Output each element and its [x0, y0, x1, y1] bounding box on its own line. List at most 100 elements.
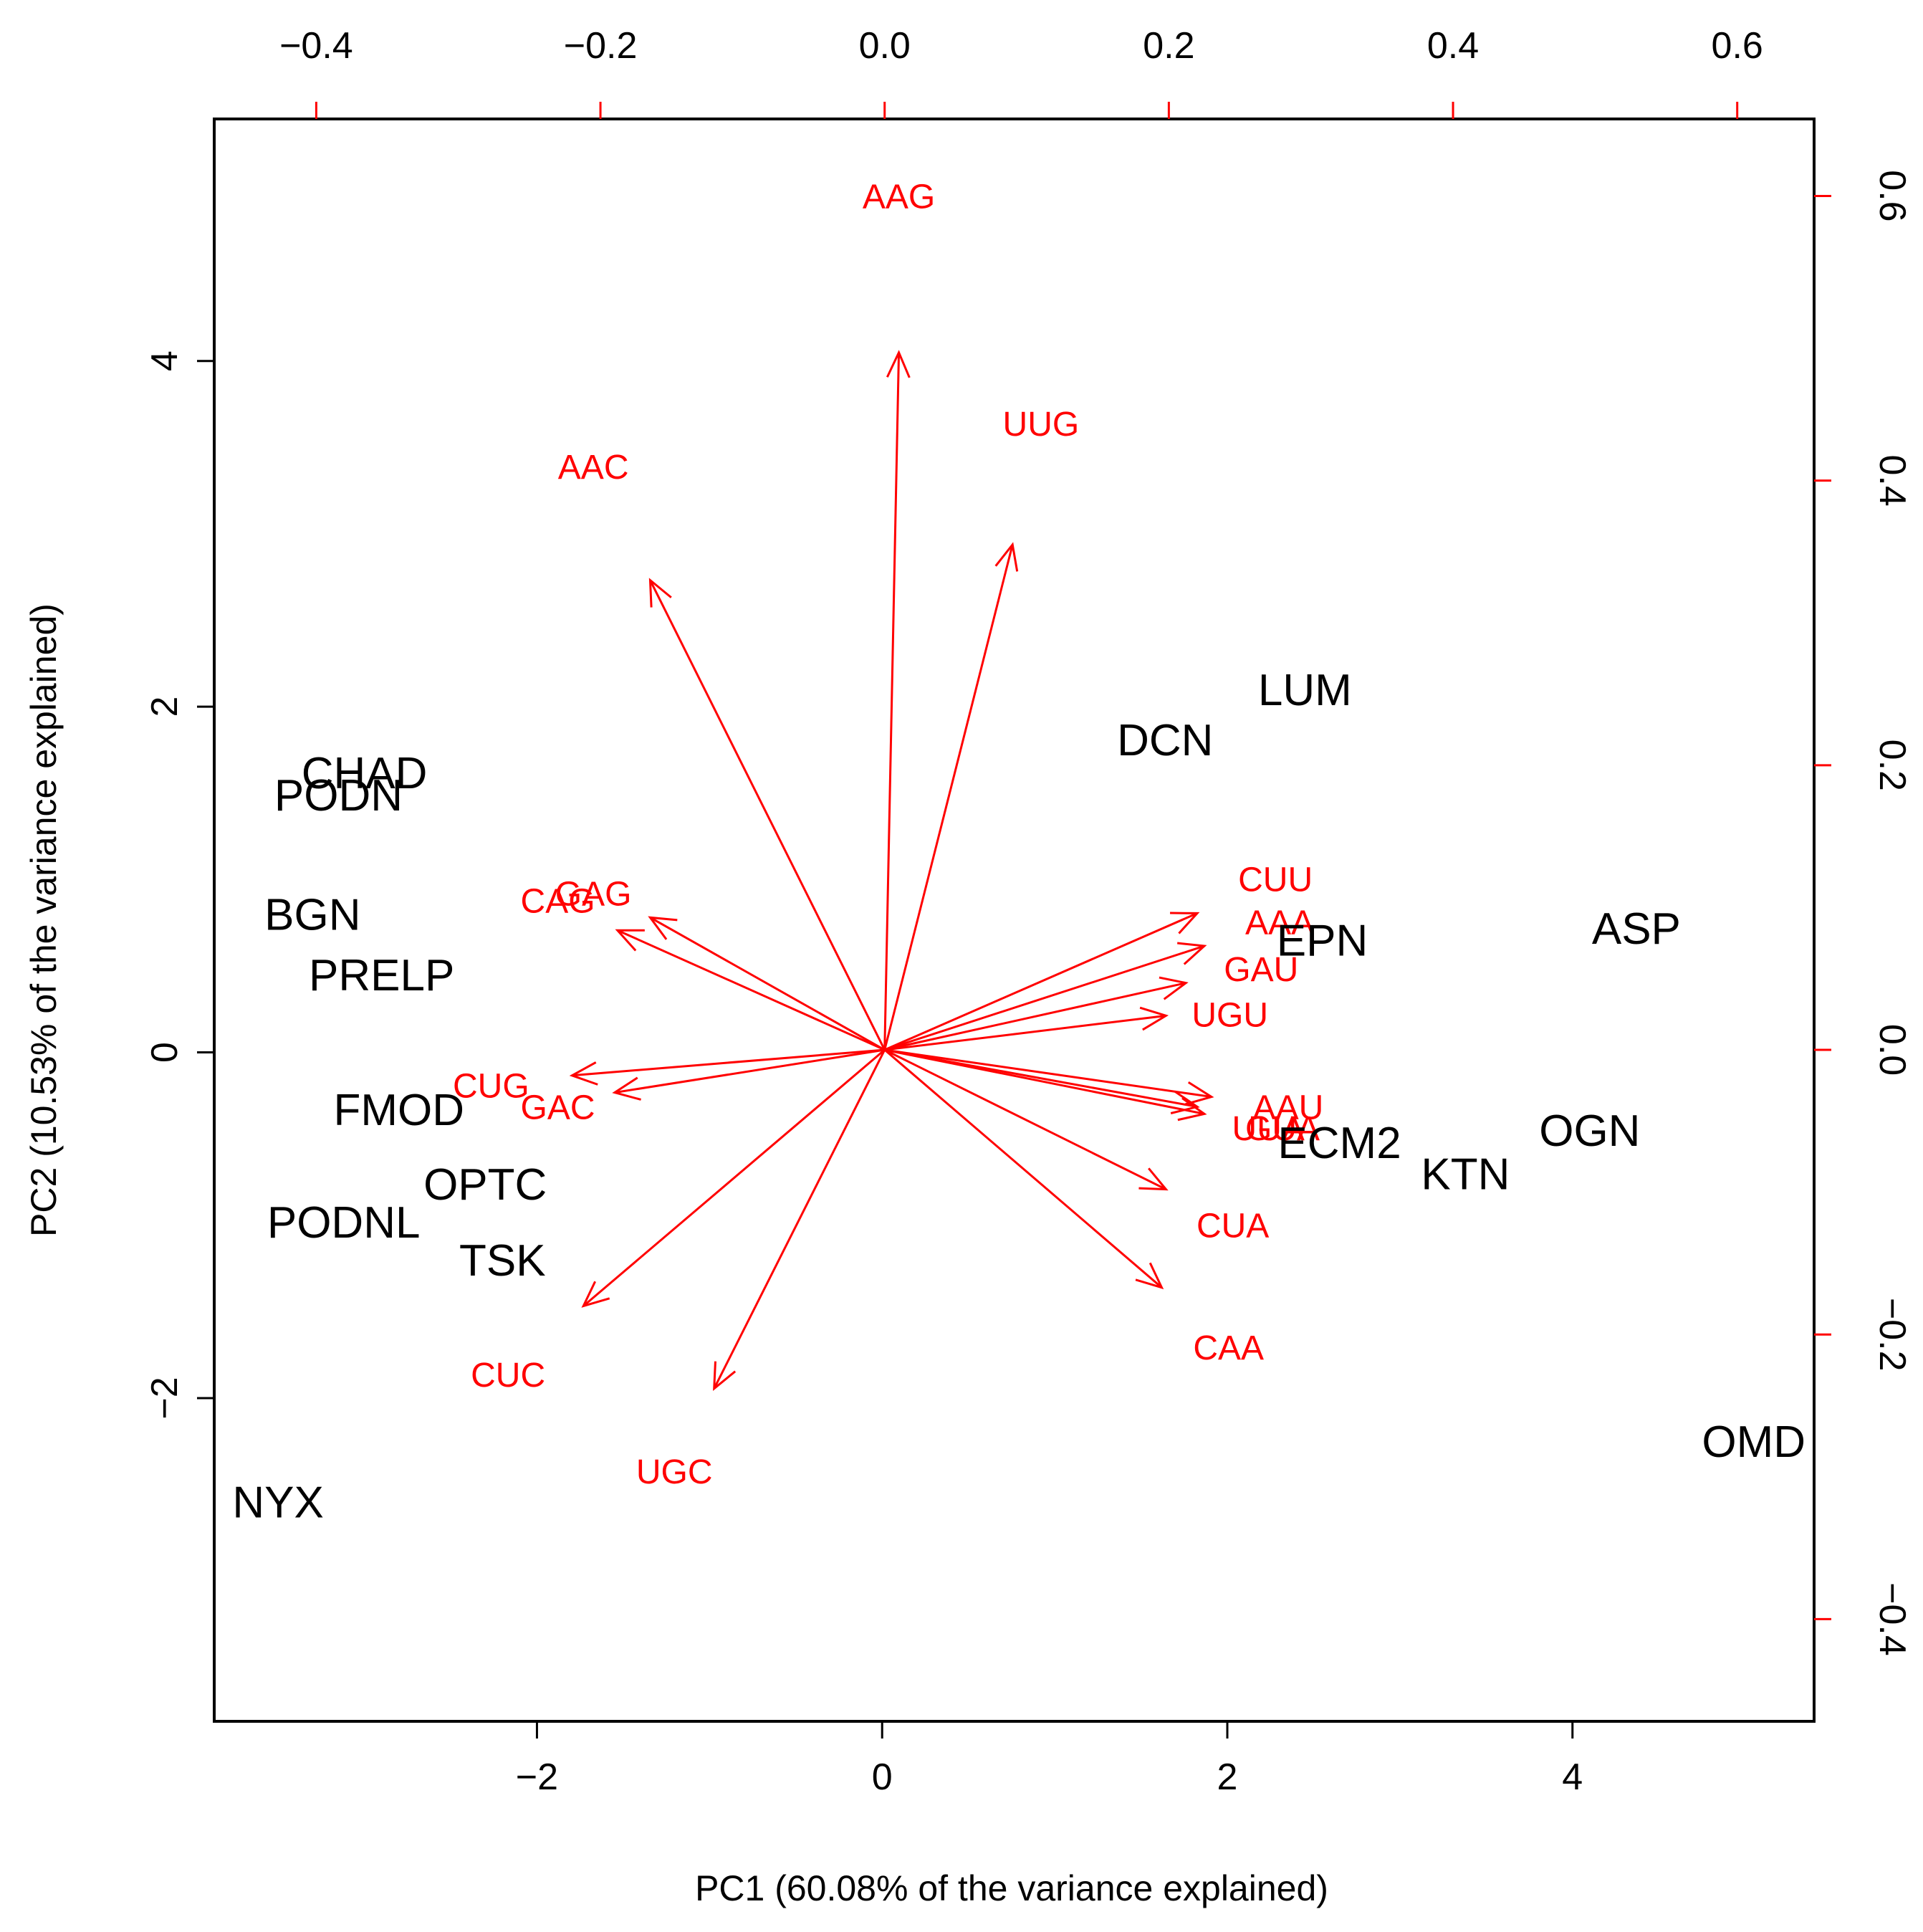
loading-label-aau: AAU: [1253, 1089, 1324, 1127]
loading-arrow-gua: [884, 1048, 1200, 1114]
observation-label-optc: OPTC: [423, 1160, 547, 1210]
loading-arrow-aac: [648, 578, 886, 1051]
observation-label-bgn: BGN: [264, 891, 360, 940]
observation-label-ecm2: ECM2: [1277, 1119, 1401, 1168]
loading-label-cag: CAG: [521, 882, 595, 920]
loading-label-cuc: CUC: [471, 1357, 545, 1395]
loading-label-gag: GAG: [555, 876, 632, 914]
observation-label-chad: CHAD: [302, 749, 428, 798]
arrow-head: [1139, 1006, 1169, 1031]
loading-arrow-ugc: [713, 1049, 886, 1391]
arrow-shaft: [883, 352, 901, 1051]
bottom-tick-label: 0: [872, 1756, 893, 1798]
arrow-head: [1135, 1262, 1164, 1290]
loading-label-gac: GAC: [521, 1089, 595, 1127]
top-tick-label: −0.2: [564, 25, 638, 67]
right-tick-label: 0.2: [1871, 740, 1913, 791]
loading-arrow-uug: [883, 542, 1019, 1051]
arrow-head: [886, 350, 911, 378]
arrow-shaft: [884, 912, 1198, 1051]
right-tick-label: 0.6: [1871, 170, 1913, 221]
arrow-head: [1177, 1097, 1207, 1122]
bottom-tick-label: 2: [1217, 1756, 1238, 1798]
loading-arrow-gag: [648, 916, 886, 1051]
loading-label-gau: GAU: [1224, 951, 1298, 989]
right-tick-label: −0.4: [1871, 1582, 1913, 1656]
arrow-shaft: [884, 1048, 1212, 1099]
loading-arrow-gac: [612, 1048, 885, 1101]
observation-label-tsk: TSK: [459, 1236, 546, 1286]
loading-arrow-cag: [615, 929, 886, 1051]
loading-label-cuu: CUU: [1238, 861, 1313, 899]
arrow-head: [713, 1361, 737, 1391]
observation-label-podnl: PODNL: [267, 1198, 421, 1248]
loading-label-aac: AAC: [558, 449, 629, 487]
observation-label-nyx: NYX: [232, 1478, 323, 1528]
arrow-shaft: [884, 945, 1205, 1051]
loading-label-aag: AAG: [863, 178, 935, 216]
loading-label-uug: UUG: [1003, 406, 1080, 444]
arrow-shaft: [614, 1048, 885, 1094]
axis-ticks: −2 0 2 4 −2 0 2 4 −0.4 −0.2 0.0 0.2 0.4 0.6 −0.4 −0.2 0.…: [144, 25, 1913, 1798]
arrow-head: [1184, 1081, 1214, 1106]
arrow-head: [648, 578, 672, 608]
loading-label-cug: CUG: [453, 1068, 529, 1106]
arrow-shaft: [713, 1049, 886, 1390]
arrow-shaft: [884, 982, 1186, 1051]
loading-arrow-gau: [884, 976, 1189, 1051]
observation-label-fmod: FMOD: [333, 1086, 464, 1135]
observation-label-omd: OMD: [1702, 1417, 1805, 1467]
arrow-head: [581, 1281, 610, 1308]
arrow-shaft: [883, 1048, 1163, 1288]
bottom-tick-label: −2: [516, 1756, 558, 1798]
arrow-shaft: [582, 1048, 886, 1307]
loading-arrow-cuu: [884, 912, 1200, 1051]
loading-arrow-cug: [569, 1048, 885, 1086]
arrow-shaft: [884, 1048, 1167, 1190]
arrow-shaft: [572, 1048, 885, 1077]
loading-label-aaa: AAA: [1245, 904, 1314, 942]
arrow-shaft: [649, 917, 886, 1051]
top-tick-label: 0.2: [1143, 25, 1194, 67]
arrow-head: [994, 542, 1019, 572]
x-axis-title: PC1 (60.08% of the variance explained): [695, 1868, 1328, 1908]
loading-arrow-aag: [883, 350, 911, 1051]
observation-label-asp: ASP: [1592, 904, 1681, 954]
bottom-tick-label: 4: [1562, 1756, 1583, 1798]
loading-arrow-uua: [884, 1048, 1207, 1122]
arrow-head: [1170, 912, 1200, 934]
loading-label-caa: CAA: [1193, 1329, 1264, 1367]
loading-arrow-cua: [884, 1048, 1169, 1191]
loading-arrow-caa: [883, 1048, 1164, 1290]
top-tick-label: −0.4: [279, 25, 353, 67]
right-tick-label: 0.4: [1871, 454, 1913, 506]
left-tick-label: −2: [144, 1377, 186, 1419]
arrow-head: [648, 916, 678, 940]
loading-label-ugu: UGU: [1191, 996, 1268, 1034]
y-axis-title: PC2 (10.53% of the variance explained): [24, 603, 64, 1237]
loading-label-uua: UUA: [1232, 1110, 1305, 1148]
loading-arrow-aau: [884, 1048, 1214, 1106]
top-tick-label: 0.6: [1712, 25, 1763, 67]
arrow-head: [1159, 976, 1189, 1000]
loading-arrows: [569, 350, 1214, 1391]
arrow-head: [1170, 1090, 1200, 1114]
arrow-shaft: [649, 579, 886, 1051]
plot-frame: [213, 118, 1816, 1723]
observation-label-ktn: KTN: [1421, 1149, 1510, 1199]
arrow-shaft: [617, 929, 886, 1051]
left-tick-label: 0: [144, 1042, 186, 1063]
loading-label-ugc: UGC: [636, 1453, 713, 1491]
observation-label-ogn: OGN: [1539, 1106, 1640, 1156]
loading-arrow-ugu: [884, 1006, 1169, 1051]
right-tick-label: −0.2: [1871, 1298, 1913, 1372]
observation-label-lum: LUM: [1258, 666, 1352, 715]
right-tick-label: 0.0: [1871, 1024, 1913, 1076]
observation-label-epn: EPN: [1277, 917, 1368, 966]
top-tick-label: 0.4: [1427, 25, 1479, 67]
loading-label-cua: CUA: [1197, 1207, 1269, 1245]
arrow-shaft: [883, 544, 1014, 1051]
arrow-shaft: [884, 1048, 1198, 1108]
